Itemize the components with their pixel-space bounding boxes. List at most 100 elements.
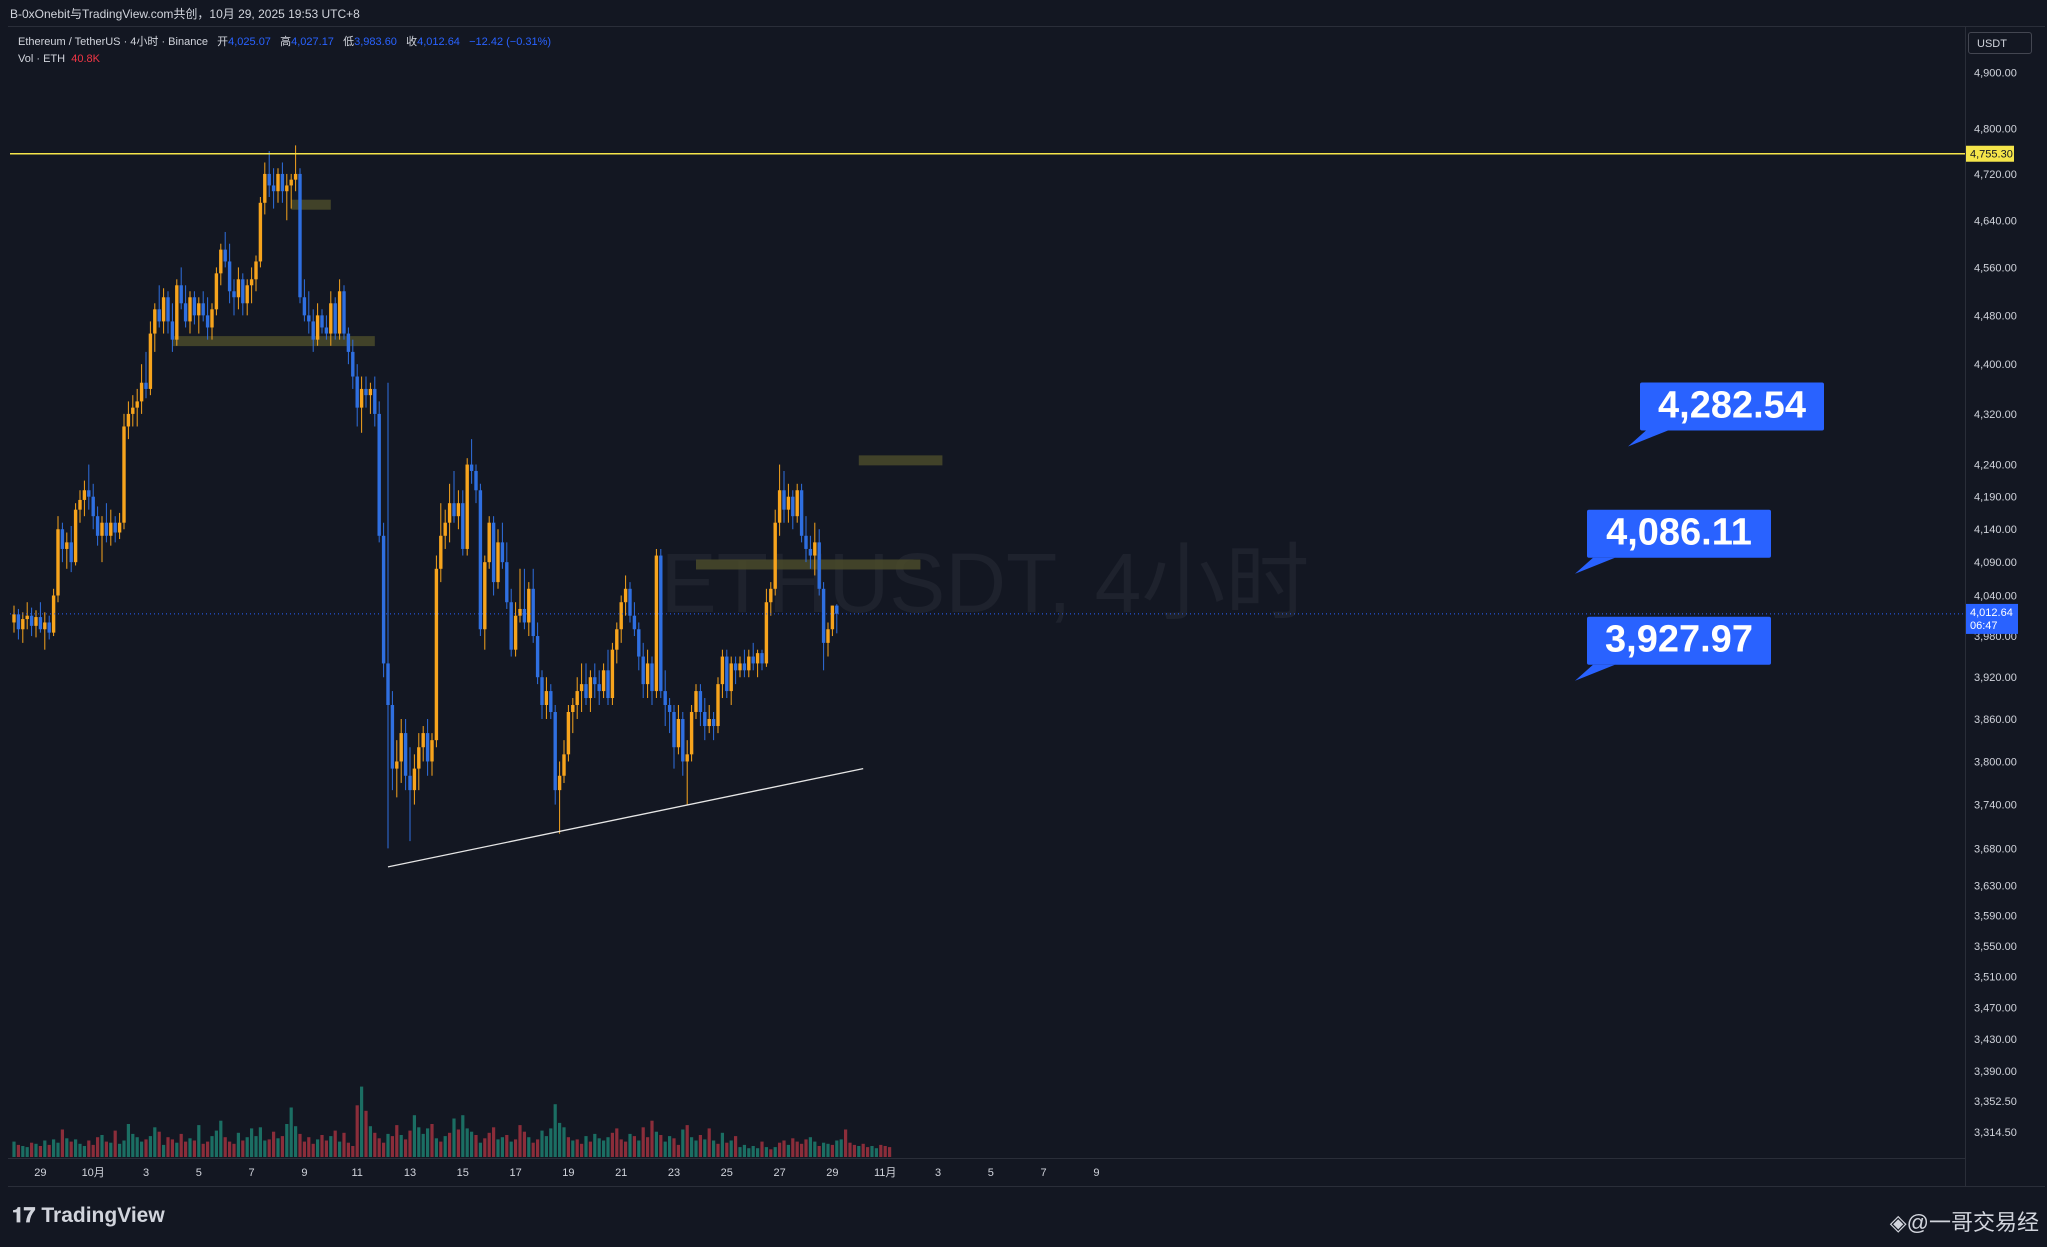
candle-body	[777, 490, 782, 523]
y-tick-label: 3,800.00	[1974, 756, 2017, 768]
last-price-label: 4,012.64	[1970, 607, 2013, 619]
legend-vol-label[interactable]: Vol · ETH	[18, 53, 66, 65]
volume-bar	[496, 1139, 500, 1157]
x-tick-label: 10月	[82, 1167, 105, 1179]
volume-bar	[38, 1146, 42, 1157]
volume-bar	[342, 1132, 346, 1157]
candle-body	[29, 615, 34, 626]
candle-body	[271, 185, 276, 192]
volume-bar	[703, 1139, 707, 1157]
volume-bar	[87, 1140, 91, 1157]
volume-bar	[426, 1128, 430, 1157]
candle-body	[500, 542, 505, 563]
volume-bar	[302, 1141, 306, 1157]
volume-bar	[553, 1104, 557, 1157]
candle-body	[597, 684, 601, 692]
volume-bar	[43, 1140, 47, 1157]
volume-bar	[144, 1139, 148, 1157]
volume-bar	[742, 1144, 746, 1157]
candle-body	[469, 464, 474, 471]
candle-body	[725, 656, 729, 692]
y-tick-label: 4,800.00	[1974, 123, 2017, 135]
callout-box	[1587, 616, 1771, 665]
candle-body	[522, 608, 527, 623]
volume-bar	[866, 1147, 870, 1157]
currency-selector[interactable]: USDT	[1968, 32, 2032, 54]
candle-body	[518, 608, 522, 616]
candle-body	[557, 775, 562, 791]
candle-body	[443, 522, 447, 536]
volume-bar	[421, 1133, 425, 1157]
x-tick-label: 21	[615, 1167, 627, 1179]
y-tick-label: 4,480.00	[1974, 310, 2017, 322]
x-tick-label: 17	[509, 1167, 521, 1179]
y-tick-label: 4,720.00	[1974, 169, 2017, 181]
candle-body	[835, 605, 839, 614]
x-tick-label: 11月	[874, 1167, 896, 1179]
volume-bar	[346, 1142, 350, 1157]
volume-bar	[773, 1147, 777, 1157]
volume-bar	[25, 1147, 29, 1157]
volume-bar	[549, 1128, 553, 1157]
candle-body	[623, 588, 628, 603]
volume-bar	[254, 1136, 258, 1157]
candle-body	[188, 297, 192, 322]
candle-body	[544, 691, 549, 706]
y-tick-label: 4,400.00	[1974, 359, 2017, 371]
volume-bar	[135, 1137, 139, 1157]
volume-bar	[52, 1139, 56, 1157]
volume-bar	[280, 1136, 284, 1157]
candle-body	[201, 303, 205, 316]
x-tick-label: 5	[196, 1167, 202, 1179]
y-tick-label: 3,860.00	[1974, 714, 2017, 726]
legend-volume-row: Vol · ETH 40.8K	[18, 51, 551, 68]
volume-bar	[118, 1143, 122, 1157]
candle-body	[478, 490, 483, 630]
candle-body	[179, 285, 183, 304]
volume-bar	[109, 1142, 113, 1157]
candle-body	[214, 273, 219, 310]
candle-body	[456, 503, 461, 517]
callout-pointer	[1575, 557, 1615, 574]
volume-bar	[610, 1132, 614, 1157]
candle-body	[417, 747, 421, 769]
volume-bar	[96, 1137, 100, 1157]
candle-body	[540, 677, 544, 706]
candle-body	[285, 185, 289, 192]
candle-body	[236, 279, 241, 298]
candle-body	[672, 711, 676, 748]
callout-label: 4,282.54	[1658, 385, 1806, 427]
candle-body	[351, 351, 355, 377]
volume-bar	[272, 1131, 276, 1157]
candle-body	[38, 617, 43, 630]
candle-body	[588, 677, 593, 699]
candle-body	[183, 303, 188, 322]
volume-bar	[720, 1132, 724, 1157]
candle-body	[311, 321, 315, 340]
candle-body	[509, 602, 513, 650]
plot-top-border	[8, 26, 2045, 27]
volume-bar	[206, 1141, 210, 1157]
candle-body	[430, 740, 434, 762]
volume-bar	[395, 1125, 399, 1157]
volume-bar	[518, 1125, 522, 1157]
y-tick-label: 4,640.00	[1974, 215, 2017, 227]
candle-body	[241, 279, 245, 304]
candle-body	[109, 522, 113, 536]
volume-bar	[879, 1144, 883, 1157]
legend-symbol[interactable]: Ethereum / TetherUS · 4小时 · Binance	[18, 36, 208, 48]
tradingview-logo[interactable]: 𝟏𝟕 TradingView	[12, 1204, 165, 1228]
candle-body	[465, 464, 469, 549]
volume-bar	[575, 1139, 579, 1157]
volume-bar	[874, 1148, 878, 1157]
candle-body	[95, 516, 100, 536]
volume-bar	[531, 1142, 535, 1157]
candle-body	[703, 711, 707, 727]
resistance-price-label: 4,755.30	[1970, 149, 2013, 161]
candle-body	[663, 691, 667, 706]
volume-bar	[562, 1127, 566, 1157]
y-tick-label: 3,630.00	[1974, 880, 2017, 892]
candle-body	[373, 388, 377, 414]
volume-bar	[844, 1129, 848, 1157]
